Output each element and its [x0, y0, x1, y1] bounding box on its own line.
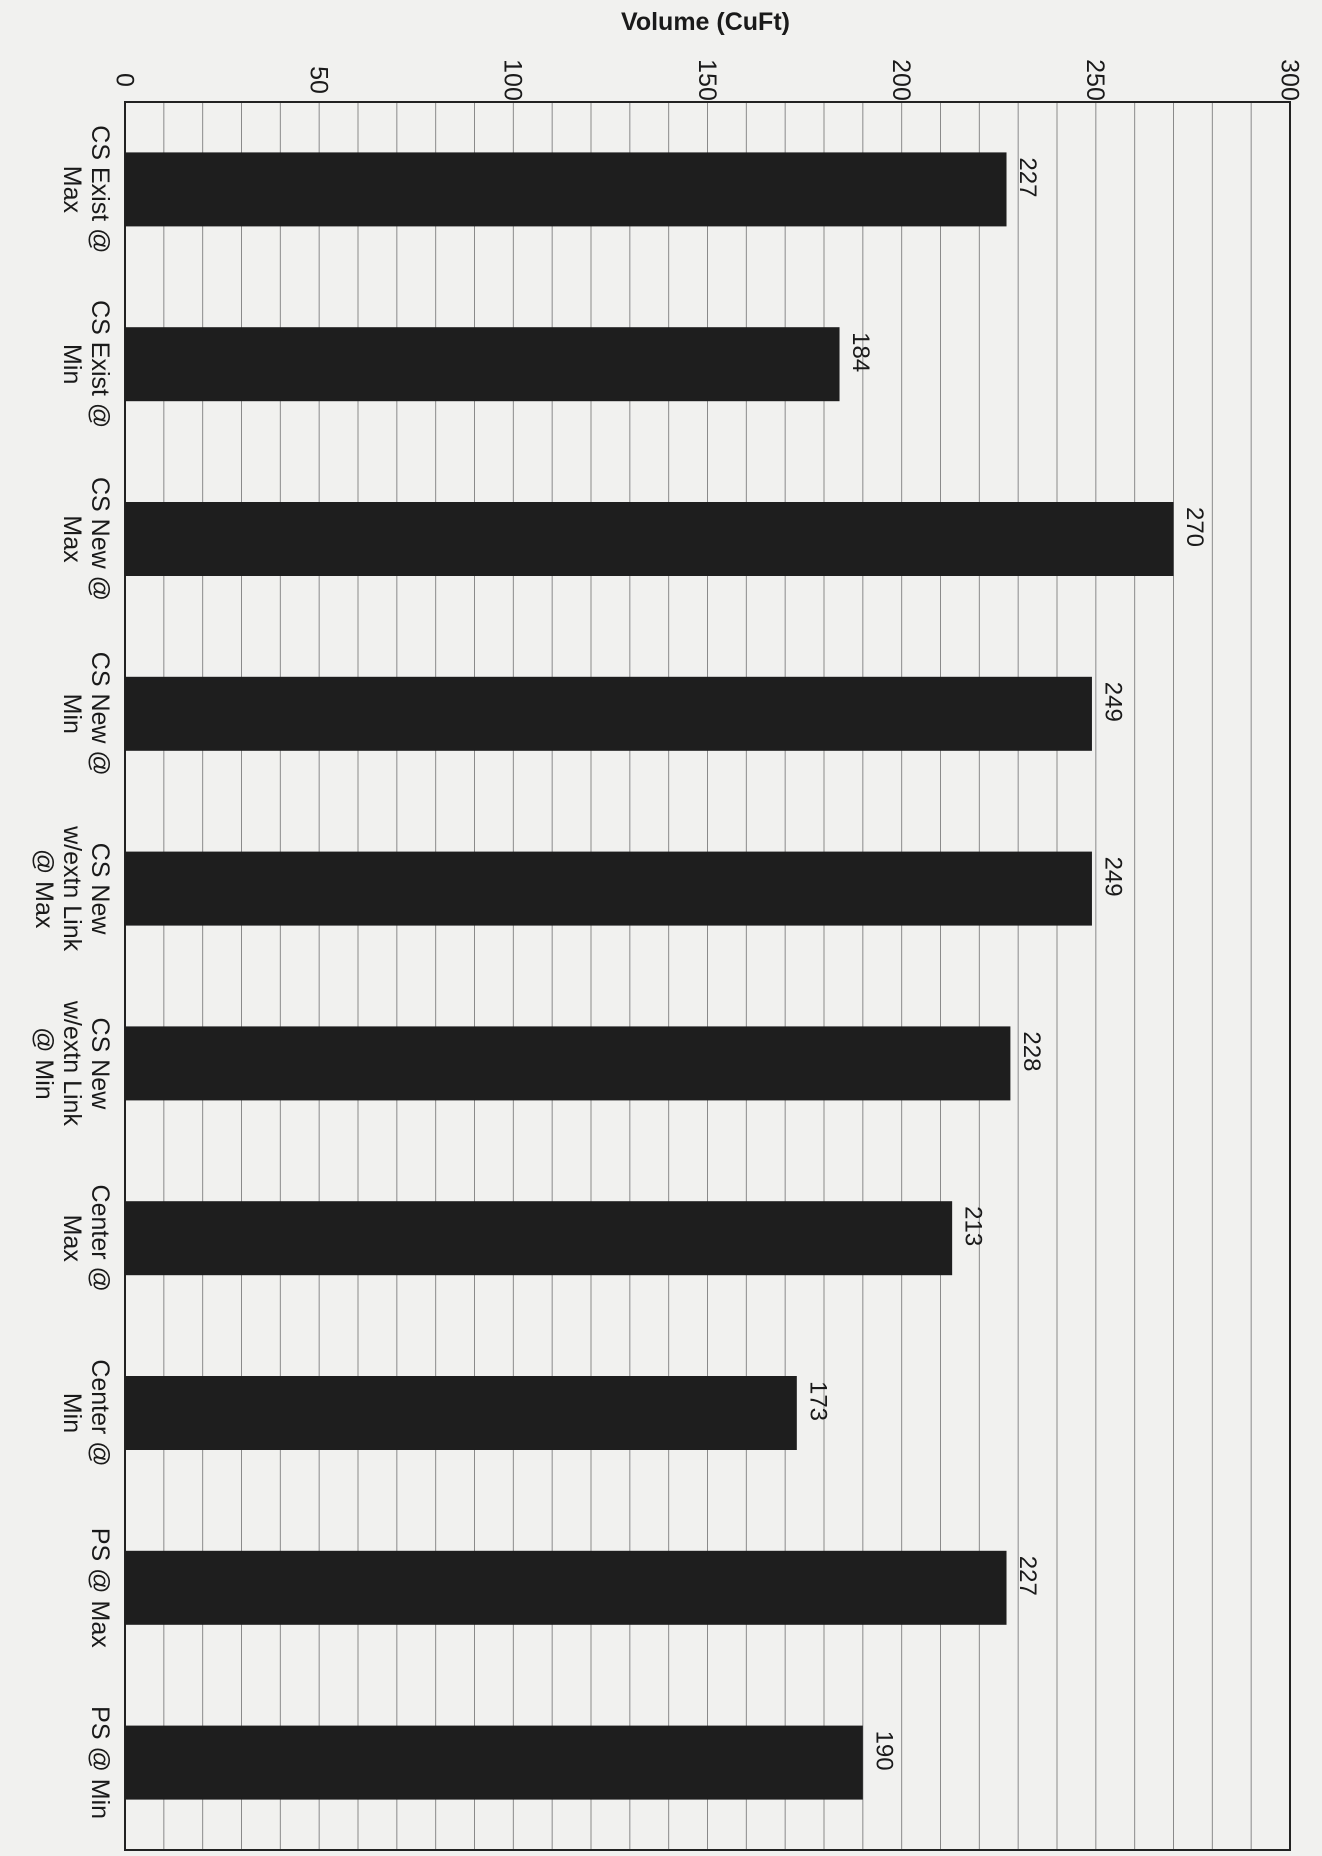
category-label-line: Min: [58, 1393, 86, 1433]
bar: [125, 1376, 797, 1450]
value-tick-label: 0: [110, 73, 138, 87]
bar-value-label: 270: [1181, 507, 1208, 547]
bar-value-label: 249: [1100, 682, 1127, 722]
bar: [125, 676, 1092, 751]
category-label-line: Min: [58, 344, 86, 384]
bar-value-label: 227: [1014, 1556, 1041, 1596]
category-label-line: PS @ Min: [86, 1706, 114, 1819]
bar: [125, 327, 840, 402]
category-label-line: CS Exist @: [86, 300, 114, 428]
category-label-line: PS @ Max: [86, 1528, 114, 1648]
category-label-line: Center @: [86, 1185, 114, 1292]
bar-value-label: 190: [870, 1731, 897, 1771]
bar-value-label: 184: [847, 332, 874, 372]
bar-value-label: 227: [1014, 157, 1041, 197]
value-tick-label: 250: [1081, 59, 1109, 101]
value-axis-ticks: 0 50 100 150 200 250 300: [110, 59, 1303, 101]
bar: [125, 851, 1092, 926]
bar: [125, 1725, 863, 1800]
category-label-line: Max: [58, 1215, 86, 1263]
value-tick-label: 200: [887, 59, 915, 101]
category-label: Center @Min: [58, 1359, 114, 1466]
value-tick-label: 150: [693, 59, 721, 101]
bar-value-label: 213: [960, 1206, 987, 1246]
category-label: Center @Max: [58, 1185, 114, 1292]
category-label: CS New @Max: [58, 477, 114, 601]
bar: [125, 502, 1174, 576]
value-tick-label: 100: [499, 59, 527, 101]
bar: [125, 152, 1007, 227]
category-label-line: Center @: [86, 1359, 114, 1466]
category-label-line: CS New: [86, 843, 114, 936]
category-label: CS Exist @Max: [58, 125, 114, 253]
category-label-line: @ Max: [30, 849, 58, 929]
category-label: PS @ Min: [86, 1706, 114, 1819]
value-tick-label: 50: [304, 66, 332, 94]
bars: [125, 152, 1174, 1800]
category-label-line: Min: [58, 694, 86, 734]
category-label: PS @ Max: [86, 1528, 114, 1648]
category-label: CS New @Min: [58, 652, 114, 776]
bar: [125, 1550, 1007, 1625]
value-tick-label: 300: [1275, 59, 1303, 101]
category-label-line: CS Exist @: [86, 125, 114, 253]
category-label-line: @ Min: [30, 1027, 58, 1100]
category-label-line: Max: [58, 515, 86, 563]
value-axis-title: Volume (CuFt): [621, 8, 790, 36]
category-label: CS Exist @Min: [58, 300, 114, 428]
category-label-line: CS New @: [86, 652, 114, 776]
bar: [125, 1026, 1011, 1101]
plot-area-frame: [124, 101, 1291, 1851]
category-label-line: w/extn Link: [58, 825, 86, 952]
bar-value-label: 249: [1100, 857, 1127, 897]
category-label-line: Max: [58, 166, 86, 214]
data-labels: 227 184 270 249 249 228 213 173 227 190: [804, 157, 1208, 1770]
bar: [125, 1201, 953, 1276]
bar-value-label: 228: [1018, 1031, 1045, 1071]
category-label-line: CS New @: [86, 477, 114, 601]
bar-value-label: 173: [804, 1381, 831, 1421]
category-label-line: CS New: [86, 1018, 114, 1111]
category-label-line: w/extn Link: [58, 1000, 86, 1127]
